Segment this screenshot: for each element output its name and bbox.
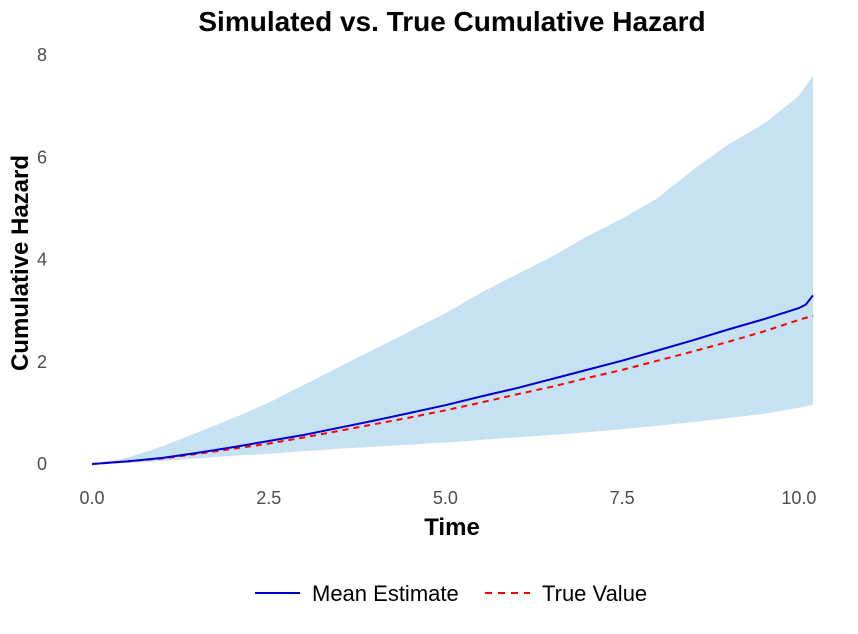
legend-label-true-value: True Value <box>542 581 647 606</box>
x-tick-label: 0.0 <box>79 488 104 508</box>
x-tick-label: 5.0 <box>433 488 458 508</box>
x-axis: 0.0 2.5 5.0 7.5 10.0 <box>79 488 816 508</box>
x-tick-label: 7.5 <box>610 488 635 508</box>
x-tick-label: 2.5 <box>256 488 281 508</box>
y-tick-label: 0 <box>37 454 47 474</box>
series-line-true-value <box>91 314 814 465</box>
x-axis-title: Time <box>424 514 480 541</box>
y-tick-label: 6 <box>37 147 47 167</box>
y-tick-label: 8 <box>37 45 47 65</box>
plot-area <box>91 75 814 465</box>
legend-label-mean-estimate: Mean Estimate <box>312 581 459 606</box>
legend: Mean Estimate True Value <box>255 581 647 606</box>
y-axis-title: Cumulative Hazard <box>7 155 34 371</box>
y-tick-label: 2 <box>37 352 47 372</box>
confidence-band <box>92 75 813 464</box>
series-line-mean-estimate <box>91 294 814 465</box>
x-tick-label: 10.0 <box>781 488 816 508</box>
chart-title: Simulated vs. True Cumulative Hazard <box>198 6 705 37</box>
y-tick-label: 4 <box>37 250 47 270</box>
y-axis: 0 2 4 6 8 <box>37 45 47 474</box>
